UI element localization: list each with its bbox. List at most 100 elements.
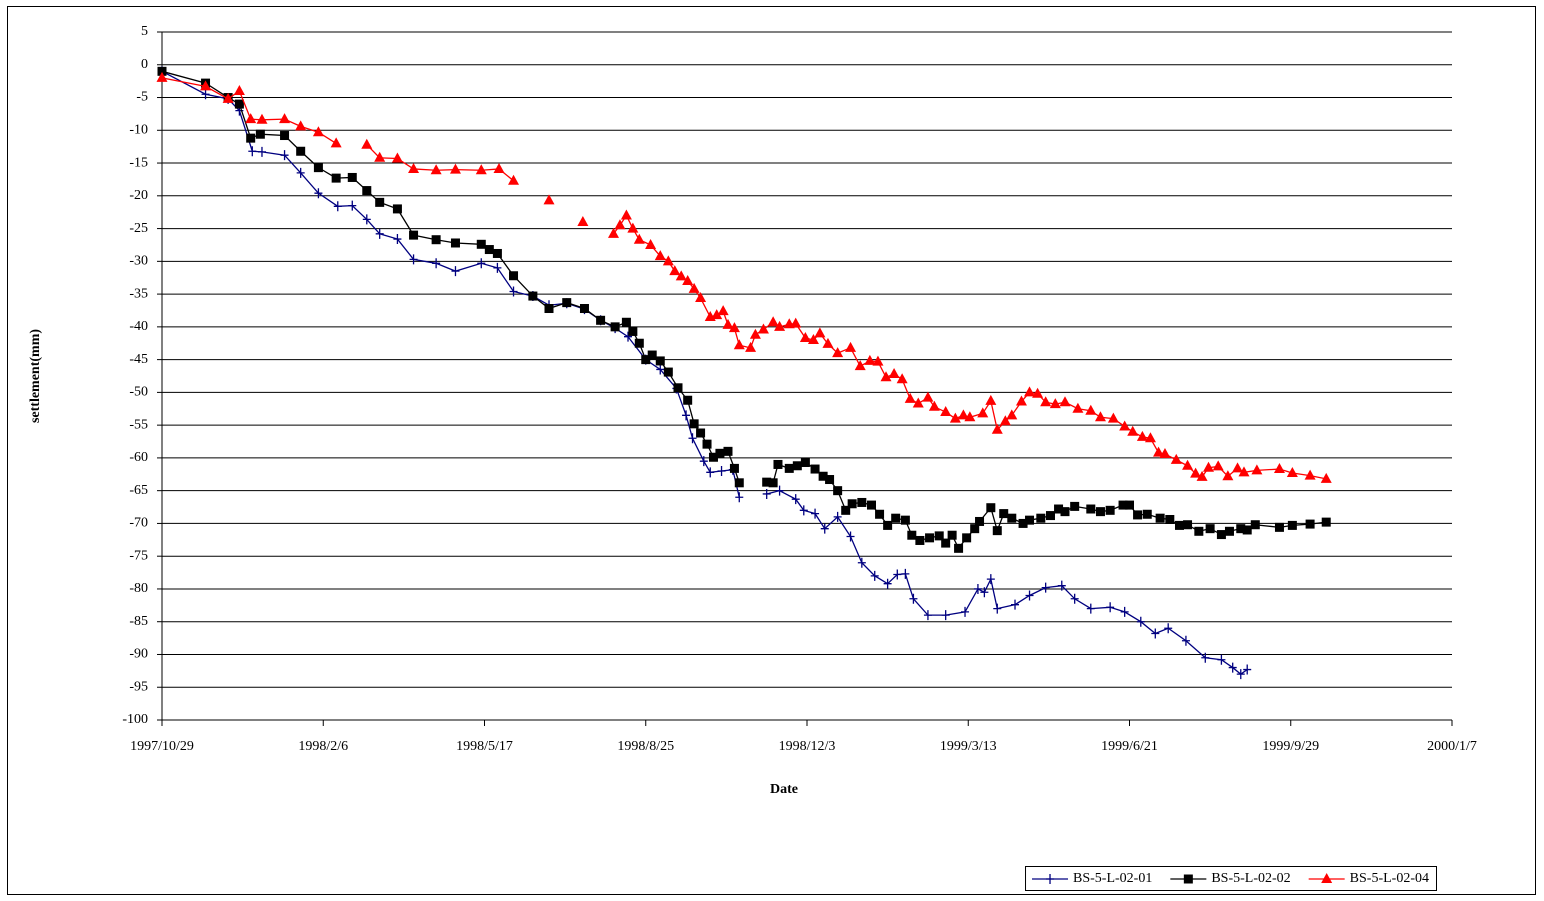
marker — [1057, 580, 1066, 591]
marker — [682, 410, 691, 421]
marker — [200, 80, 212, 91]
y-tick-label: -65 — [129, 483, 148, 498]
marker — [1045, 511, 1055, 521]
marker — [934, 531, 944, 541]
marker — [1304, 469, 1316, 480]
marker — [728, 322, 740, 333]
y-tick-label: -5 — [136, 90, 148, 105]
marker — [634, 338, 644, 348]
marker — [947, 530, 957, 540]
marker — [857, 497, 867, 507]
legend-item: BS-5-L-02-02 — [1170, 871, 1291, 886]
marker — [1040, 396, 1052, 407]
marker — [1232, 462, 1244, 473]
marker — [773, 459, 783, 469]
marker — [393, 234, 402, 245]
marker — [825, 475, 835, 485]
marker — [832, 347, 844, 358]
marker — [1251, 464, 1263, 475]
marker — [1015, 395, 1027, 406]
marker — [734, 478, 744, 488]
marker — [450, 238, 460, 248]
marker — [233, 84, 245, 95]
marker — [312, 126, 324, 137]
marker — [430, 164, 442, 175]
y-tick-label: 0 — [141, 57, 148, 72]
y-tick-label: -90 — [129, 647, 148, 662]
marker — [870, 570, 879, 581]
marker — [1273, 463, 1285, 474]
marker — [980, 587, 989, 598]
y-tick-label: -55 — [129, 417, 148, 432]
legend-item: BS-5-L-02-04 — [1308, 871, 1429, 886]
marker — [1018, 518, 1028, 528]
marker — [883, 520, 893, 530]
marker — [1105, 505, 1115, 515]
marker — [1170, 453, 1182, 464]
marker — [374, 151, 386, 162]
marker — [688, 282, 700, 293]
marker — [248, 146, 257, 157]
marker — [1190, 467, 1202, 478]
marker — [579, 304, 589, 314]
marker — [477, 258, 486, 269]
marker — [1095, 507, 1105, 517]
marker — [257, 146, 266, 157]
marker — [296, 167, 305, 178]
marker — [245, 113, 257, 124]
marker — [669, 265, 681, 276]
marker — [1305, 519, 1315, 529]
marker — [857, 557, 866, 568]
y-tick-label: 5 — [141, 24, 148, 39]
marker — [1070, 501, 1080, 511]
marker — [901, 568, 910, 579]
marker — [610, 322, 620, 332]
marker — [654, 250, 666, 261]
marker — [201, 89, 210, 100]
marker — [784, 463, 794, 473]
marker — [711, 309, 723, 320]
marker — [1007, 513, 1017, 523]
marker — [904, 392, 916, 403]
series-line — [766, 489, 1248, 675]
marker — [528, 291, 538, 301]
legend-label: BS-5-L-02-01 — [1073, 871, 1152, 886]
y-tick-label: -25 — [129, 221, 148, 236]
marker — [811, 508, 820, 519]
marker — [833, 486, 843, 496]
marker — [722, 318, 734, 329]
marker — [409, 254, 418, 265]
marker — [847, 499, 857, 509]
series-line — [161, 77, 337, 144]
marker — [1174, 520, 1184, 530]
marker — [295, 120, 307, 131]
y-tick-label: -70 — [129, 516, 148, 531]
marker — [375, 197, 385, 207]
marker — [1106, 602, 1115, 613]
marker — [1155, 513, 1165, 523]
marker — [833, 511, 842, 522]
marker — [663, 367, 673, 377]
marker — [1153, 446, 1165, 457]
marker — [1287, 520, 1297, 530]
marker — [1194, 526, 1204, 536]
marker — [689, 419, 699, 429]
marker — [900, 515, 910, 525]
marker — [655, 356, 665, 366]
marker — [1144, 432, 1156, 443]
marker — [999, 415, 1011, 426]
marker — [627, 222, 639, 233]
marker — [940, 406, 952, 417]
y-tick-label: -50 — [129, 385, 148, 400]
marker — [977, 407, 989, 418]
chart-border — [7, 6, 1536, 895]
marker — [1212, 460, 1224, 471]
marker — [673, 383, 683, 393]
marker — [1242, 525, 1252, 535]
x-tick-label: 1998/12/3 — [779, 739, 836, 754]
marker — [662, 255, 674, 266]
x-tick-label: 1998/8/25 — [617, 739, 674, 754]
marker — [949, 412, 961, 423]
marker — [348, 200, 357, 211]
marker — [800, 457, 810, 467]
